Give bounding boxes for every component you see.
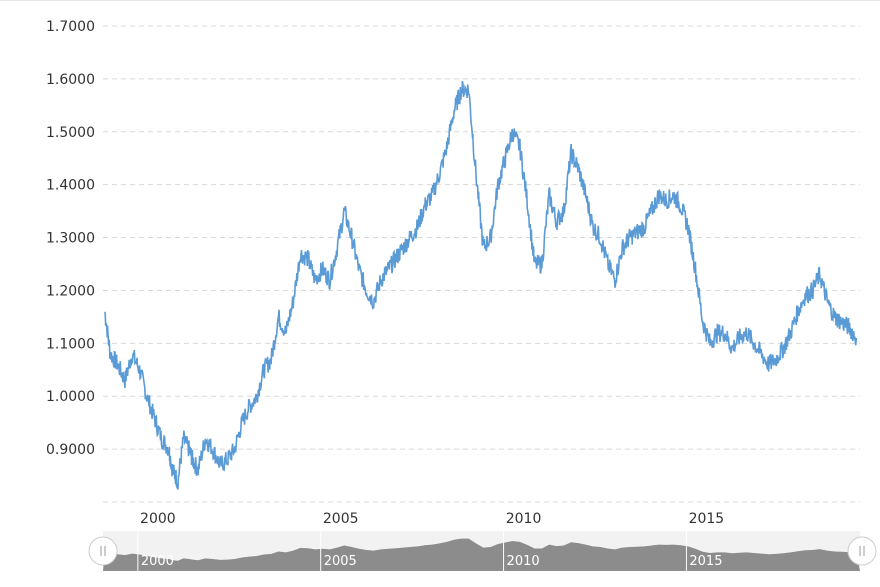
left-handle-knob[interactable]	[88, 536, 118, 566]
navigator-tick-label: 2010	[507, 554, 540, 569]
range-navigator[interactable]: 2000 2005 2010 2015	[88, 531, 877, 571]
y-tick-label: 1.6000	[46, 72, 95, 88]
y-tick-label: 1.0000	[46, 389, 95, 405]
navigator-ticks: 2000 2005 2010 2015	[137, 531, 722, 571]
y-tick-label: 1.4000	[46, 178, 95, 194]
y-axis: 1.7000 1.6000 1.5000 1.4000 1.3000 1.2000 1.10…	[46, 19, 95, 458]
y-tick-label: 1.7000	[46, 19, 95, 35]
x-tick-label: 2005	[323, 511, 359, 527]
navigator-tick-label: 2005	[324, 554, 357, 569]
y-tick-label: 0.9000	[46, 442, 95, 458]
y-tick-label: 1.3000	[46, 231, 95, 247]
series-line	[104, 80, 858, 490]
navigator-tick-label: 2000	[141, 554, 174, 569]
y-tick-label: 1.5000	[46, 125, 95, 141]
x-tick-label: 2000	[140, 511, 176, 527]
grid-lines	[0, 0, 880, 503]
navigator-left-handle[interactable]	[88, 536, 118, 566]
x-axis: 2000 2005 2010 2015	[140, 511, 724, 527]
navigator-tick-label: 2015	[689, 554, 722, 569]
navigator-right-handle[interactable]	[847, 536, 877, 566]
y-tick-label: 1.2000	[46, 283, 95, 299]
x-tick-label: 2015	[689, 511, 725, 527]
x-tick-label: 2010	[506, 511, 542, 527]
right-handle-knob[interactable]	[847, 536, 877, 566]
navigator-area	[103, 538, 860, 571]
y-tick-label: 1.1000	[46, 336, 95, 352]
